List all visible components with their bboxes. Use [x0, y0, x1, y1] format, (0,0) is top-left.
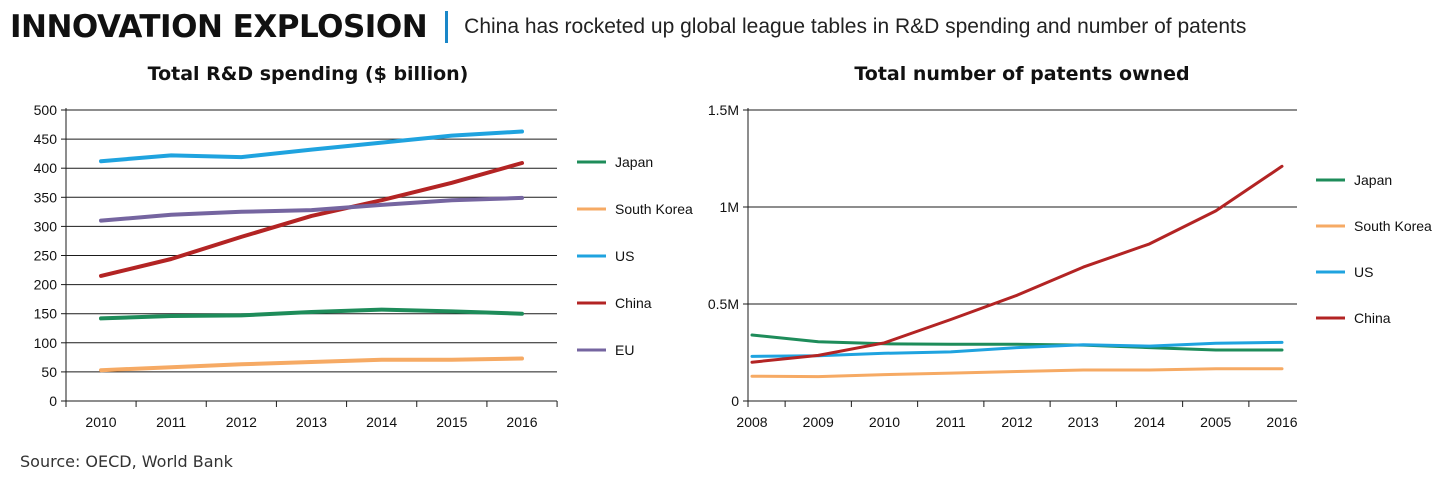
rd-legend-label-south-korea: South Korea [615, 201, 693, 217]
pat-legend-label-us: US [1354, 264, 1373, 280]
pat-x-tick-label: 2010 [869, 414, 900, 430]
pat-series-china [750, 164, 1284, 364]
rd-y-tick-label: 150 [34, 306, 58, 322]
rd-y-tick-label: 450 [34, 131, 58, 147]
rd-series-japan [99, 307, 524, 321]
pat-legend-label-china: China [1354, 310, 1391, 326]
rd-series-eu [99, 195, 524, 223]
header: INNOVATION EXPLOSION China has rocketed … [10, 5, 1246, 49]
rd-x-tick-label: 2012 [226, 414, 257, 430]
rd-series-south-korea [99, 356, 524, 373]
rd-legend-label-china: China [615, 295, 652, 311]
rd-chart-title: Total R&D spending ($ billion) [148, 63, 469, 85]
rd-x-tick-label: 2016 [506, 414, 537, 430]
rd-y-tick-label: 300 [34, 218, 58, 234]
pat-x-tick-label: 2005 [1200, 414, 1231, 430]
pat-x-tick-label: 2012 [1001, 414, 1032, 430]
rd-legend-label-eu: EU [615, 342, 634, 358]
rd-y-tick-label: 400 [34, 160, 58, 176]
pat-x-tick-label: 2008 [736, 414, 767, 430]
rd-x-tick-label: 2013 [296, 414, 327, 430]
rd-y-tick-label: 0 [49, 393, 57, 409]
pat-x-tick-label: 2011 [936, 414, 966, 430]
source-note: Source: OECD, World Bank [20, 452, 233, 471]
pat-legend-label-japan: Japan [1354, 172, 1392, 188]
rd-spending-chart: Total R&D spending ($ billion) 0 50 100 150 2… [34, 63, 693, 430]
rd-y-tick-label: 250 [34, 248, 58, 264]
pat-x-tick-label: 2009 [803, 414, 834, 430]
pat-x-tick-label: 2016 [1266, 414, 1297, 430]
header-divider [445, 11, 449, 43]
rd-x-tick-label: 2015 [436, 414, 467, 430]
rd-x-tick-label: 2010 [85, 414, 116, 430]
pat-y-tick-label: 0.5M [708, 296, 739, 312]
pat-x-tick-label: 2013 [1068, 414, 1099, 430]
rd-series-us [99, 129, 524, 164]
rd-x-tick-label: 2014 [366, 414, 397, 430]
headline: INNOVATION EXPLOSION [10, 9, 428, 45]
rd-legend-label-japan: Japan [615, 154, 653, 170]
pat-y-tick-label: 1.5M [708, 102, 739, 118]
rd-y-tick-label: 50 [41, 364, 57, 380]
rd-series-china [99, 161, 524, 278]
pat-chart-title: Total number of patents owned [854, 63, 1189, 85]
pat-x-tick-label: 2014 [1134, 414, 1165, 430]
pat-legend-label-south-korea: South Korea [1354, 218, 1432, 234]
pat-series-south-korea [750, 367, 1284, 379]
pat-y-tick-label: 0 [731, 393, 739, 409]
pat-y-tick-label: 1M [720, 199, 739, 215]
rd-y-tick-label: 100 [34, 335, 58, 351]
rd-x-tick-label: 2011 [156, 414, 186, 430]
subhead: China has rocketed up global league tabl… [464, 15, 1247, 38]
pat-series-japan [750, 333, 1284, 352]
rd-y-tick-label: 200 [34, 277, 58, 293]
rd-y-tick-label: 350 [34, 189, 58, 205]
patents-chart: Total number of patents owned 0 0.5M 1M 1.5M… [708, 63, 1432, 430]
rd-legend-label-us: US [615, 248, 634, 264]
rd-y-tick-label: 500 [34, 102, 58, 118]
pat-series-us [750, 340, 1284, 358]
